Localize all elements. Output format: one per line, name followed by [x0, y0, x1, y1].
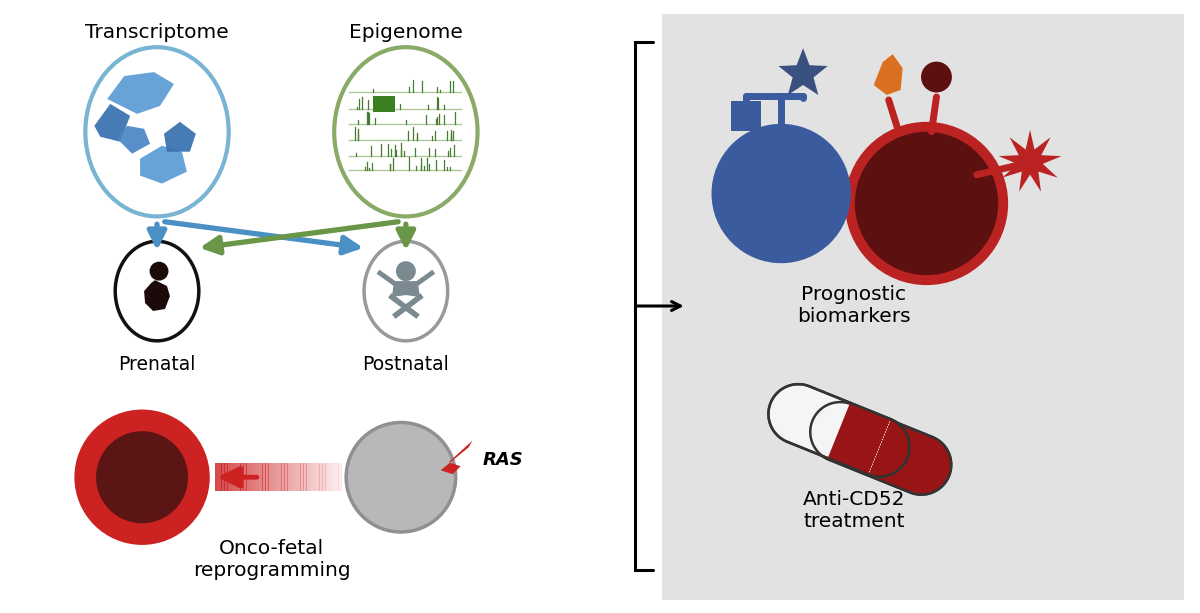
Circle shape: [712, 124, 851, 263]
Polygon shape: [107, 72, 174, 114]
Circle shape: [396, 261, 416, 281]
Bar: [240, 463, 244, 491]
Bar: [253, 463, 257, 491]
Circle shape: [854, 132, 998, 275]
Polygon shape: [810, 402, 952, 495]
Bar: [221, 463, 224, 491]
Bar: [325, 463, 329, 491]
Bar: [218, 463, 222, 491]
Bar: [316, 463, 319, 491]
Bar: [224, 463, 228, 491]
Bar: [244, 463, 247, 491]
Circle shape: [845, 122, 1008, 285]
Text: Prenatal: Prenatal: [119, 355, 196, 374]
Text: Transcriptome: Transcriptome: [85, 23, 229, 42]
Text: RAS: RAS: [482, 451, 523, 470]
Bar: [310, 463, 313, 491]
Polygon shape: [870, 421, 952, 495]
Ellipse shape: [364, 242, 448, 341]
Bar: [335, 463, 338, 491]
Text: Anti-CD52
treatment: Anti-CD52 treatment: [803, 490, 905, 531]
Bar: [271, 463, 275, 491]
Circle shape: [74, 409, 210, 545]
Bar: [275, 463, 278, 491]
Circle shape: [922, 62, 952, 93]
Bar: [296, 463, 300, 491]
Bar: [313, 463, 317, 491]
Circle shape: [150, 262, 168, 281]
Circle shape: [96, 431, 188, 524]
Bar: [284, 463, 288, 491]
Bar: [281, 463, 284, 491]
Bar: [300, 463, 304, 491]
Ellipse shape: [335, 47, 478, 216]
Polygon shape: [433, 440, 473, 494]
Bar: [262, 463, 266, 491]
Ellipse shape: [85, 47, 229, 216]
Bar: [304, 463, 307, 491]
Polygon shape: [998, 130, 1062, 192]
Text: Onco-fetal
reprogramming: Onco-fetal reprogramming: [193, 539, 350, 581]
Bar: [227, 463, 232, 491]
Bar: [329, 463, 332, 491]
Circle shape: [346, 422, 456, 532]
Bar: [373, 96, 395, 112]
Bar: [338, 463, 342, 491]
Bar: [236, 463, 240, 491]
Polygon shape: [140, 146, 187, 183]
Bar: [294, 463, 298, 491]
FancyBboxPatch shape: [661, 14, 1184, 600]
Bar: [230, 463, 234, 491]
Bar: [278, 463, 282, 491]
Bar: [306, 463, 310, 491]
Bar: [269, 463, 272, 491]
Text: Postnatal: Postnatal: [362, 355, 449, 374]
Bar: [259, 463, 263, 491]
Bar: [265, 463, 269, 491]
Polygon shape: [164, 122, 196, 151]
Polygon shape: [392, 281, 420, 297]
Ellipse shape: [115, 242, 199, 341]
Polygon shape: [874, 54, 902, 95]
Bar: [246, 463, 250, 491]
Bar: [215, 463, 218, 491]
Text: Epigenome: Epigenome: [349, 23, 463, 42]
Polygon shape: [118, 126, 150, 154]
Text: Prognostic
biomarkers: Prognostic biomarkers: [797, 284, 911, 326]
Polygon shape: [95, 104, 130, 142]
Bar: [234, 463, 238, 491]
Polygon shape: [779, 48, 828, 95]
Polygon shape: [828, 403, 910, 477]
Polygon shape: [144, 280, 170, 311]
Bar: [732, 101, 761, 131]
Bar: [319, 463, 323, 491]
Bar: [288, 463, 292, 491]
Bar: [323, 463, 326, 491]
Bar: [250, 463, 253, 491]
Polygon shape: [768, 384, 910, 477]
Bar: [290, 463, 294, 491]
Bar: [331, 463, 335, 491]
Bar: [256, 463, 259, 491]
